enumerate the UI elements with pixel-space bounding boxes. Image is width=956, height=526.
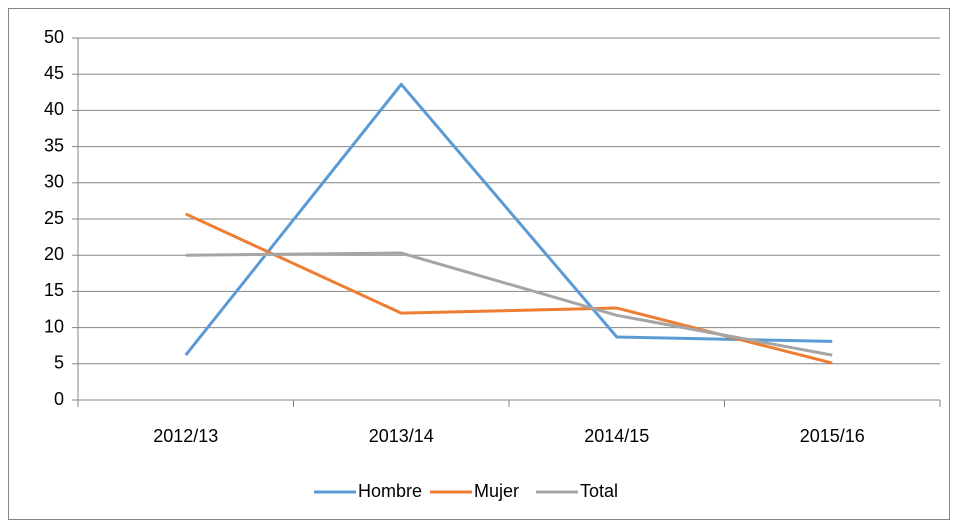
- line-series: [185, 251, 833, 357]
- y-tick-label: 40: [44, 99, 64, 119]
- legend-label: Mujer: [474, 481, 519, 501]
- y-tick-label: 15: [44, 280, 64, 300]
- x-tick-label: 2012/13: [153, 426, 218, 446]
- x-tick-label: 2013/14: [369, 426, 434, 446]
- y-tick-label: 35: [44, 135, 64, 155]
- y-tick-label: 50: [44, 27, 64, 47]
- x-tick-label: 2014/15: [584, 426, 649, 446]
- chart-border: [8, 8, 950, 520]
- y-tick-label: 25: [44, 208, 64, 228]
- y-tick-label: 5: [54, 353, 64, 373]
- y-tick-label: 30: [44, 172, 64, 192]
- x-tick-label: 2015/16: [800, 426, 865, 446]
- line-series: [184, 82, 833, 357]
- legend-label: Total: [580, 481, 618, 501]
- y-tick-label: 20: [44, 244, 64, 264]
- legend-label: Hombre: [358, 481, 422, 501]
- y-tick-label: 10: [44, 316, 64, 336]
- y-tick-label: 45: [44, 63, 64, 83]
- y-tick-label: 0: [54, 389, 64, 409]
